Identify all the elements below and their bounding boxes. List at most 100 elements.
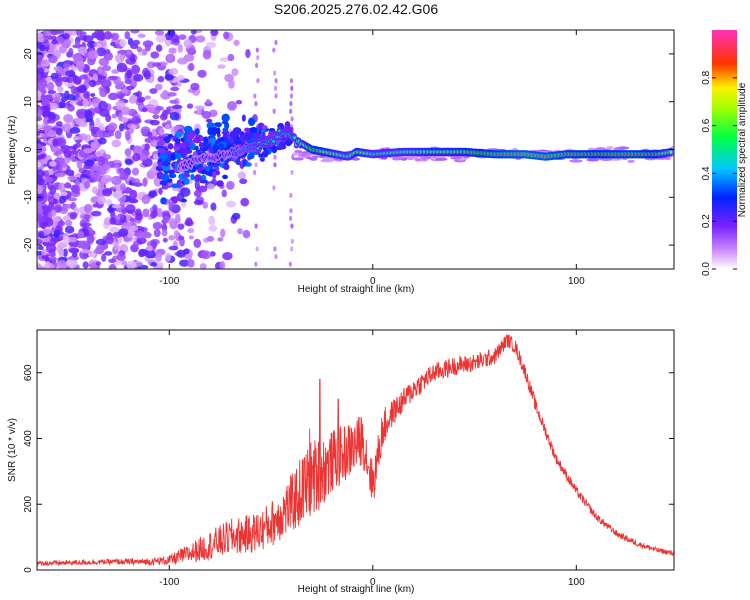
heatmap-cell bbox=[152, 62, 162, 67]
heatmap-cell bbox=[153, 154, 159, 160]
heatmap-cell bbox=[40, 96, 50, 107]
heatmap-cell bbox=[111, 69, 120, 74]
heatmap-cell bbox=[187, 259, 195, 268]
heatmap-cell bbox=[37, 245, 44, 251]
heatmap-cell bbox=[167, 143, 174, 150]
heatmap-cell bbox=[124, 130, 130, 138]
heatmap-cell bbox=[160, 197, 167, 205]
heatmap-cell bbox=[142, 177, 148, 188]
heatmap-cell bbox=[197, 37, 203, 43]
heatmap-cell bbox=[200, 250, 212, 260]
heatmap-cell bbox=[80, 249, 91, 254]
heatmap-cell bbox=[107, 92, 119, 101]
heatmap-cell bbox=[162, 89, 169, 97]
heatmap-cell bbox=[56, 163, 63, 173]
spectrogram-xtick-label: -100 bbox=[159, 276, 179, 287]
heatmap-cell bbox=[293, 136, 297, 139]
heatmap-cell bbox=[62, 248, 68, 257]
heatmap-cell bbox=[37, 170, 46, 177]
heatmap-cell bbox=[142, 40, 154, 48]
heatmap-cell bbox=[58, 44, 68, 54]
heatmap-cell bbox=[290, 223, 294, 229]
heatmap-cell bbox=[232, 212, 241, 220]
heatmap-cell bbox=[290, 246, 294, 252]
heatmap-cell bbox=[161, 210, 170, 217]
heatmap-cell bbox=[205, 118, 213, 123]
heatmap-cell bbox=[166, 178, 173, 183]
heatmap-cell bbox=[237, 228, 243, 235]
heatmap-cell bbox=[627, 159, 635, 163]
heatmap-cell bbox=[132, 240, 139, 248]
heatmap-cell bbox=[120, 106, 131, 116]
heatmap-cell bbox=[54, 192, 61, 200]
heatmap-cell bbox=[178, 235, 185, 241]
heatmap-cell bbox=[47, 111, 56, 121]
heatmap-cell bbox=[272, 140, 275, 143]
heatmap-cell bbox=[220, 158, 224, 161]
heatmap-cell bbox=[606, 146, 614, 150]
heatmap-cell bbox=[206, 121, 215, 130]
heatmap-cell bbox=[82, 261, 89, 269]
heatmap-cell bbox=[183, 173, 191, 178]
heatmap-cell bbox=[201, 110, 212, 119]
heatmap-cell bbox=[210, 30, 219, 37]
heatmap-cell bbox=[311, 155, 319, 159]
heatmap-cell bbox=[131, 167, 140, 176]
heatmap-cell bbox=[64, 90, 70, 99]
heatmap-cell bbox=[143, 249, 149, 255]
heatmap-cell bbox=[86, 233, 95, 244]
heatmap-cell bbox=[231, 68, 239, 77]
heatmap-cell bbox=[52, 198, 58, 205]
heatmap-cell bbox=[171, 34, 180, 43]
heatmap-cell bbox=[84, 203, 93, 213]
heatmap-cell bbox=[290, 85, 294, 91]
heatmap-cell bbox=[255, 62, 259, 68]
heatmap-cell bbox=[186, 103, 194, 109]
heatmap-cell bbox=[133, 73, 144, 82]
heatmap-cell bbox=[90, 210, 102, 217]
heatmap-cell bbox=[153, 228, 161, 238]
heatmap-cell bbox=[142, 208, 150, 218]
heatmap-cell bbox=[273, 246, 277, 252]
heatmap-cell bbox=[244, 127, 250, 133]
heatmap-cell bbox=[176, 249, 186, 258]
heatmap-cell bbox=[136, 46, 143, 53]
heatmap-cell bbox=[37, 131, 41, 136]
heatmap-cell bbox=[168, 67, 179, 76]
heatmap-cell bbox=[49, 185, 57, 195]
heatmap-cell bbox=[98, 100, 108, 111]
heatmap-cell bbox=[300, 153, 310, 157]
heatmap-cell bbox=[54, 157, 65, 165]
heatmap-cell bbox=[39, 159, 48, 165]
heatmap-cell bbox=[60, 191, 68, 197]
heatmap-cell bbox=[206, 235, 215, 242]
heatmap-cell bbox=[166, 92, 177, 97]
heatmap-cell bbox=[72, 136, 80, 141]
heatmap-cell bbox=[189, 145, 195, 150]
heatmap-cell bbox=[42, 238, 51, 243]
heatmap-cell bbox=[68, 247, 79, 254]
heatmap-cell bbox=[37, 124, 43, 129]
heatmap-cell bbox=[192, 151, 198, 156]
snr-xtick-label: -100 bbox=[159, 577, 179, 588]
heatmap-cell bbox=[193, 238, 202, 249]
heatmap-cell bbox=[71, 53, 82, 60]
heatmap-cell bbox=[252, 169, 257, 176]
heatmap-cell bbox=[227, 53, 235, 62]
heatmap-cell bbox=[74, 40, 81, 46]
heatmap-cell bbox=[45, 260, 51, 269]
heatmap-cell bbox=[48, 201, 54, 211]
heatmap-cell bbox=[67, 236, 78, 243]
heatmap-cell bbox=[255, 246, 259, 252]
heatmap-cell bbox=[41, 206, 49, 216]
heatmap-cell bbox=[186, 133, 195, 140]
heatmap-cell bbox=[242, 158, 247, 167]
heatmap-cell bbox=[91, 186, 99, 194]
heatmap-cell bbox=[86, 40, 97, 49]
heatmap-cell bbox=[56, 121, 63, 127]
heatmap-cell bbox=[120, 260, 128, 266]
heatmap-cell bbox=[77, 231, 85, 238]
heatmap-cell bbox=[58, 247, 64, 257]
heatmap-cell bbox=[98, 137, 107, 145]
heatmap-cell bbox=[273, 85, 278, 91]
